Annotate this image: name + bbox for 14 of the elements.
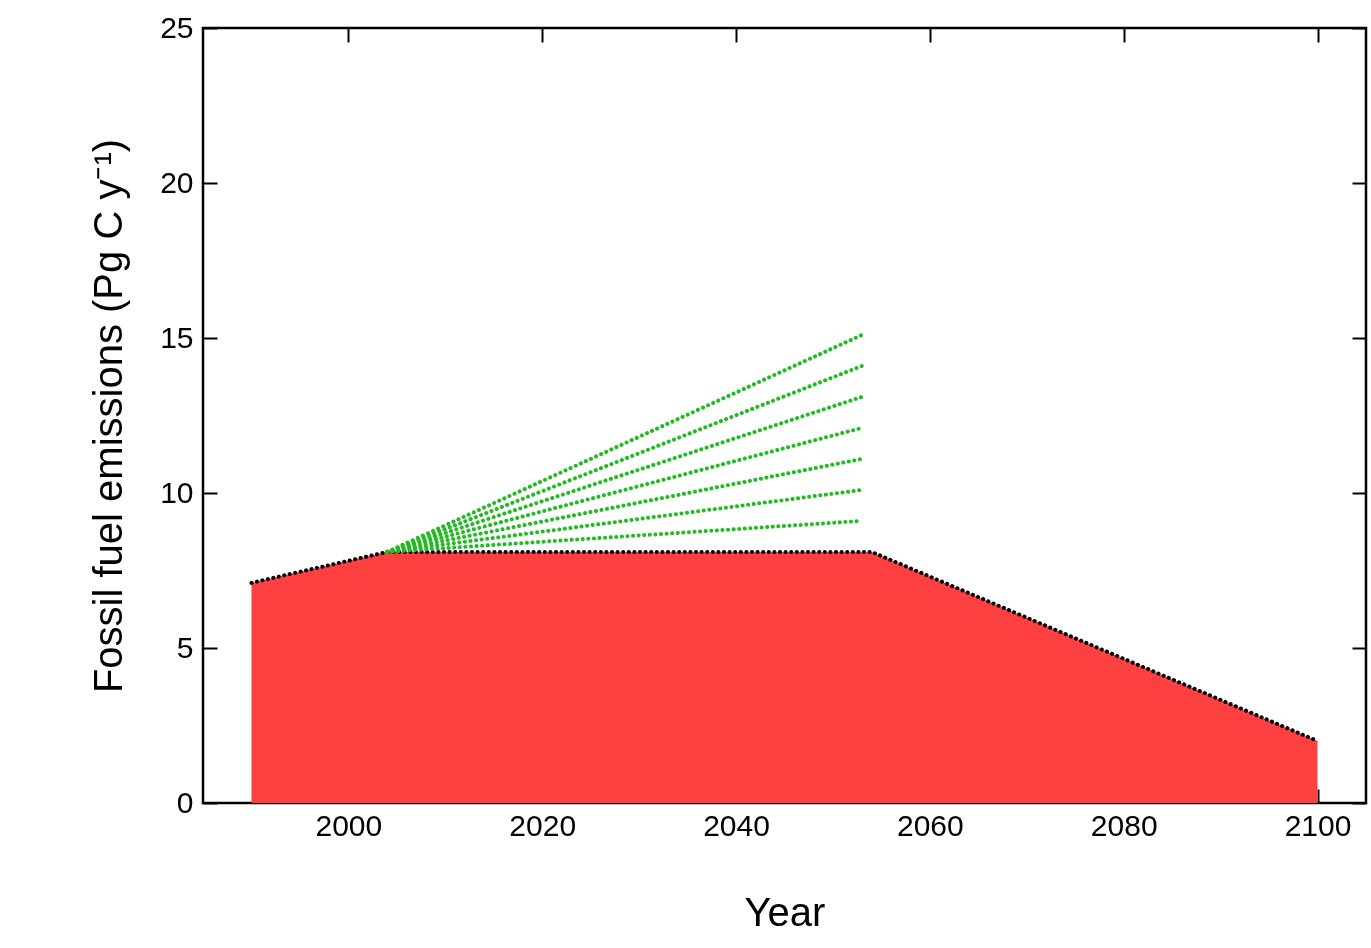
y-tick-label: 25 xyxy=(160,10,194,44)
y-axis-title: Fossil fuel emissions (Pg C y⁻¹) xyxy=(86,138,131,694)
x-tick-label: 2080 xyxy=(1090,808,1158,842)
y-tick-label: 0 xyxy=(176,785,194,819)
x-tick-label: 2020 xyxy=(509,808,577,842)
y-tick-label: 15 xyxy=(160,320,194,354)
x-tick-label: 2100 xyxy=(1284,808,1352,842)
y-tick-label: 20 xyxy=(160,165,194,199)
x-tick-label: 2060 xyxy=(897,808,964,842)
x-tick-label: 2000 xyxy=(315,808,383,842)
x-tick-label: 2040 xyxy=(703,808,770,842)
y-tick-label: 5 xyxy=(176,630,194,664)
y-tick-label: 10 xyxy=(160,475,194,509)
x-axis-title: Year xyxy=(744,889,826,934)
